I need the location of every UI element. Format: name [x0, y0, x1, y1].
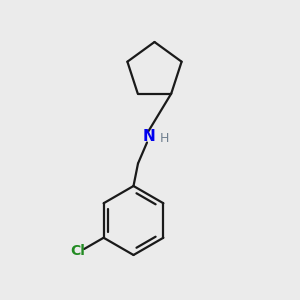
Text: H: H — [159, 132, 169, 146]
Text: N: N — [142, 129, 155, 144]
Text: Cl: Cl — [70, 244, 85, 258]
